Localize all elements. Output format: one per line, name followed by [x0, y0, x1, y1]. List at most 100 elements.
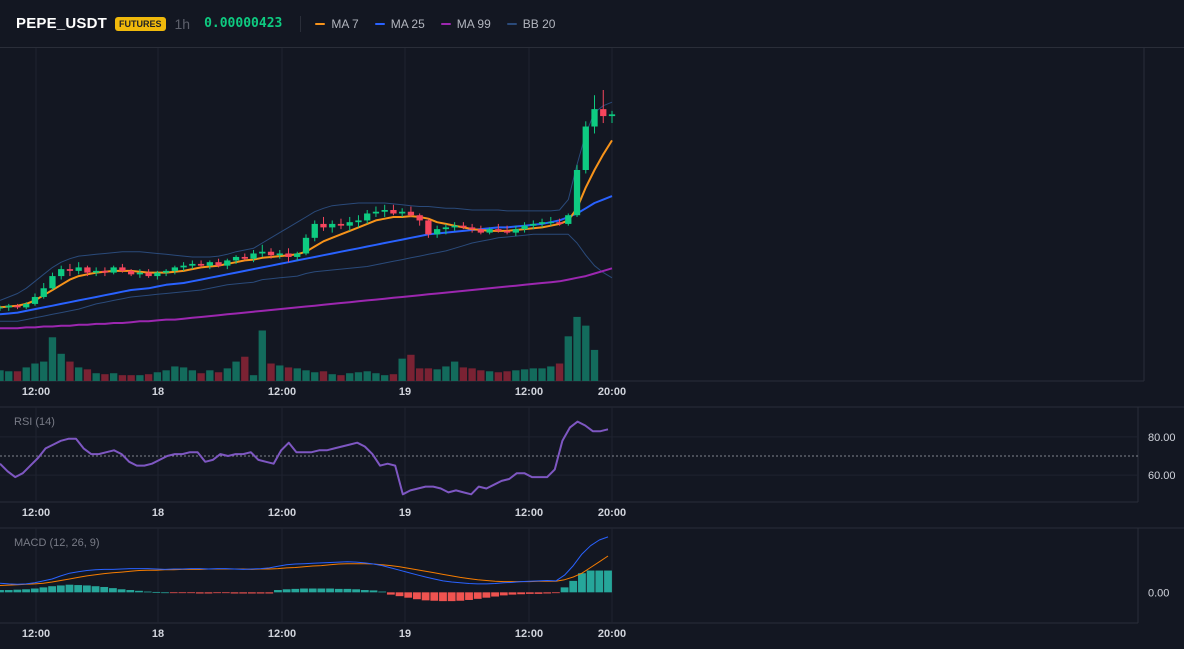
rsi-pane[interactable]: RSI (14) — [0, 416, 1138, 496]
volume-bar — [57, 353, 65, 381]
macd-signal-line — [0, 555, 609, 586]
macd-histogram-bar — [126, 590, 135, 593]
time-axis-label: 12:00 — [22, 628, 50, 640]
candle-body — [14, 305, 21, 308]
legend-label: BB 20 — [522, 16, 556, 31]
candle-body — [241, 256, 248, 259]
volume-bar — [468, 368, 476, 381]
volume-bar — [66, 361, 74, 381]
symbol-name[interactable]: PEPE_USDT — [16, 15, 107, 32]
candle-body — [110, 267, 117, 273]
macd-histogram-bar — [465, 592, 473, 600]
legend-label: MA 7 — [331, 16, 359, 31]
time-axis-label: 12:00 — [268, 628, 296, 640]
macd-histogram-bar — [65, 584, 74, 593]
volume-bar — [459, 367, 468, 381]
time-axis-label: 19 — [399, 507, 411, 519]
volume-bar — [293, 368, 301, 381]
volume-bar — [450, 361, 459, 381]
macd-histogram-bar — [187, 592, 195, 594]
macd-histogram-bar — [317, 588, 326, 593]
candle-body — [390, 210, 397, 214]
volume-bar — [206, 370, 214, 381]
volume-bar — [83, 369, 92, 381]
volume-bar — [555, 363, 564, 381]
candle-body — [600, 109, 607, 117]
rsi-axis-label: 60.00 — [1148, 470, 1176, 482]
macd-histogram-bar — [100, 586, 109, 593]
macd-histogram-bar — [56, 585, 65, 593]
legend-item-ma-7[interactable]: MA 7 — [315, 16, 359, 31]
macd-histogram-bar — [604, 570, 612, 593]
candle-body — [530, 223, 537, 226]
interval-selector[interactable]: 1h — [174, 15, 191, 32]
candle-body — [503, 230, 511, 233]
macd-histogram-bar — [595, 570, 604, 593]
macd-histogram-bar — [30, 588, 39, 593]
candle-body — [407, 211, 415, 216]
candle-body — [259, 251, 266, 254]
legend-swatch — [374, 22, 385, 25]
bb-upper-line — [0, 101, 613, 301]
macd-histogram-bar — [404, 592, 413, 598]
candle-body — [40, 288, 47, 297]
macd-histogram-bar — [109, 588, 117, 593]
macd-histogram-bar — [534, 592, 543, 594]
volume-bar — [433, 369, 441, 381]
macd-histogram-bar — [369, 590, 378, 593]
volume-bar — [424, 368, 433, 381]
macd-histogram-bar — [230, 592, 239, 594]
candle-body — [355, 220, 362, 223]
macd-histogram-bar — [48, 586, 57, 593]
macd-histogram-bar — [22, 589, 30, 593]
legend-item-ma-99[interactable]: MA 99 — [440, 17, 491, 31]
price-pane[interactable] — [0, 90, 616, 381]
candle-body — [154, 272, 161, 277]
legend-swatch — [506, 22, 517, 25]
macd-histogram-bar — [334, 588, 343, 593]
volume-bar — [171, 366, 179, 381]
candle-body — [372, 211, 380, 214]
macd-histogram-bar — [239, 592, 248, 594]
volume-bar — [188, 370, 197, 381]
candle-body — [215, 262, 222, 266]
volume-bar — [564, 336, 572, 381]
legend-item-ma-25[interactable]: MA 25 — [374, 17, 425, 31]
macd-histogram-bar — [586, 570, 595, 593]
ma25-line — [0, 195, 613, 316]
time-axis-label: 12:00 — [268, 507, 296, 519]
time-axis-label: 18 — [152, 507, 164, 519]
macd-histogram-bar — [413, 592, 421, 600]
candle-body — [250, 253, 257, 259]
volume-bar — [328, 374, 336, 381]
time-axis-label: 12:00 — [515, 507, 543, 519]
macd-histogram-bar — [178, 592, 187, 594]
volume-bar — [582, 325, 590, 381]
macd-histogram-bar — [560, 587, 569, 593]
volume-bar — [40, 361, 48, 381]
macd-histogram-bar — [499, 592, 508, 596]
candle-body — [364, 213, 371, 221]
macd-histogram-bar — [517, 592, 526, 595]
volume-bar — [232, 361, 240, 381]
macd-histogram-bar — [300, 588, 308, 593]
macd-histogram-bar — [282, 589, 291, 593]
volume-bar — [179, 367, 188, 381]
macd-histogram-bar — [169, 592, 178, 594]
volume-bar — [109, 373, 118, 381]
volume-bar — [337, 375, 345, 381]
legend-item-bb-20[interactable]: BB 20 — [506, 16, 556, 31]
macd-pane[interactable]: MACD (12, 26, 9) — [0, 536, 612, 602]
macd-line — [0, 536, 609, 585]
candle-body — [486, 229, 493, 233]
candle-body — [416, 215, 423, 221]
candle-body — [521, 225, 528, 230]
volume-bar — [389, 374, 398, 381]
last-price: 0.00000423 — [204, 16, 283, 31]
candle-body — [127, 270, 135, 275]
macd-histogram-bar — [74, 585, 83, 593]
candle-body — [285, 253, 292, 257]
macd-histogram-bar — [491, 592, 499, 597]
